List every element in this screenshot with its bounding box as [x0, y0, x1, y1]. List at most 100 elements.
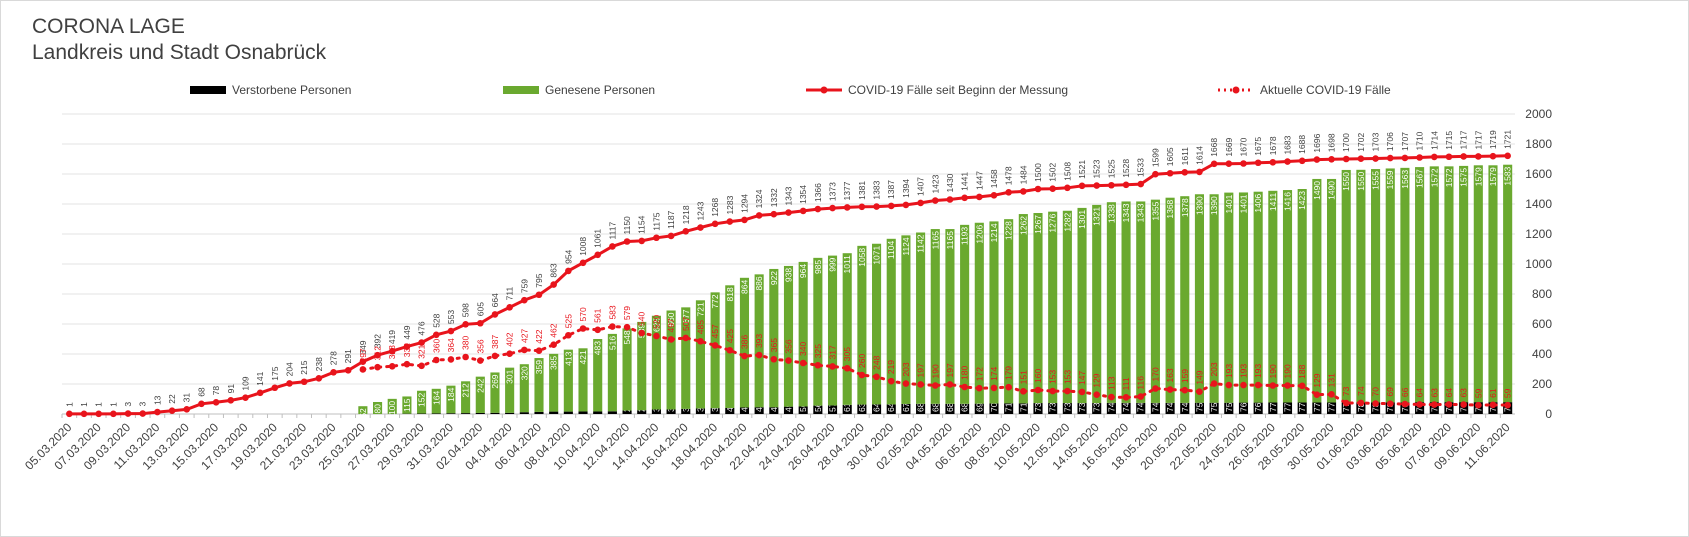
bar — [1077, 403, 1087, 414]
data-label: 1150 — [622, 216, 632, 235]
data-label: 61 — [1488, 388, 1498, 398]
marker — [1460, 401, 1467, 408]
data-label: 579 — [622, 306, 632, 320]
bar — [960, 403, 970, 414]
marker — [785, 357, 792, 364]
marker — [1430, 153, 1438, 161]
bar — [1136, 402, 1146, 414]
bar — [1092, 403, 1102, 414]
bar — [431, 413, 441, 414]
data-label: 172 — [974, 367, 984, 381]
bar — [813, 257, 823, 406]
bar — [358, 406, 368, 414]
marker — [975, 384, 983, 392]
marker — [931, 382, 939, 389]
marker — [506, 350, 513, 358]
data-label: 483 — [593, 341, 603, 355]
bar — [1121, 201, 1131, 403]
data-label: 999 — [828, 257, 838, 271]
marker — [154, 408, 161, 416]
data-label: 1377 — [842, 181, 852, 200]
data-label: 78 — [211, 386, 221, 396]
bar — [1165, 197, 1175, 403]
data-label: 1401 — [1238, 194, 1248, 213]
data-label: 1579 — [1488, 167, 1498, 186]
bar — [798, 406, 808, 414]
data-label: 78 — [1371, 402, 1381, 412]
marker — [1078, 182, 1086, 190]
data-label: 320 — [519, 366, 529, 380]
data-label: 476 — [417, 321, 427, 335]
marker — [1298, 157, 1306, 165]
bar — [505, 412, 515, 414]
marker — [550, 341, 557, 349]
data-label: 64 — [872, 402, 882, 412]
data-label: 1683 — [1283, 135, 1293, 154]
data-label: 1324 — [754, 189, 764, 208]
data-label: 141 — [255, 371, 265, 385]
data-label: 1710 — [1415, 131, 1425, 150]
data-label: 402 — [505, 332, 515, 346]
data-label: 1061 — [593, 229, 603, 248]
marker — [388, 347, 396, 355]
marker — [755, 351, 763, 359]
data-label: 795 — [534, 273, 544, 287]
bar — [607, 333, 617, 412]
bar — [1194, 402, 1204, 414]
bar — [1459, 402, 1469, 414]
marker — [902, 380, 910, 387]
data-label: 159 — [1180, 369, 1190, 383]
marker — [887, 202, 895, 210]
bar — [534, 411, 544, 414]
data-label: 248 — [872, 355, 882, 369]
data-label: 278 — [329, 351, 339, 365]
data-label: 1670 — [1238, 137, 1248, 156]
marker — [1122, 181, 1130, 189]
marker — [271, 384, 279, 392]
marker — [667, 232, 675, 240]
data-label: 180 — [960, 366, 970, 380]
marker — [682, 228, 690, 235]
bar — [534, 358, 544, 412]
marker — [1313, 156, 1321, 163]
chart-title: CORONA LAGE — [32, 15, 185, 38]
marker — [1430, 401, 1438, 408]
bar — [549, 353, 559, 412]
data-label: 1343 — [784, 186, 794, 205]
data-label: 215 — [299, 360, 309, 374]
marker — [726, 218, 734, 225]
bar — [637, 321, 647, 411]
data-label: 1193 — [960, 227, 970, 246]
data-label: 68 — [960, 402, 970, 412]
marker — [1269, 159, 1277, 166]
marker — [300, 378, 308, 386]
marker — [66, 410, 73, 418]
bar — [725, 285, 735, 408]
marker — [1254, 159, 1262, 167]
data-label: 63 — [857, 402, 867, 412]
data-label: 204 — [284, 362, 294, 376]
data-label: 1550 — [1341, 172, 1351, 191]
data-label: 260 — [857, 354, 867, 368]
data-label: 1575 — [1459, 168, 1469, 187]
marker — [1372, 400, 1379, 407]
bar — [842, 253, 852, 405]
bar — [1136, 201, 1146, 403]
marker — [198, 400, 205, 408]
bar — [1165, 402, 1175, 414]
marker — [1460, 153, 1467, 160]
bar — [945, 229, 955, 404]
bar — [563, 349, 573, 412]
bar — [769, 268, 779, 408]
data-label: 193 — [1224, 364, 1234, 378]
bar — [754, 407, 764, 414]
marker — [902, 201, 910, 209]
marker — [1181, 169, 1189, 176]
data-label: 77 — [1283, 402, 1293, 412]
data-label: 68 — [930, 402, 940, 412]
bar — [916, 403, 926, 414]
data-label: 312 — [373, 346, 383, 360]
marker — [1475, 153, 1482, 160]
bar — [1253, 191, 1263, 403]
marker — [1196, 388, 1203, 395]
